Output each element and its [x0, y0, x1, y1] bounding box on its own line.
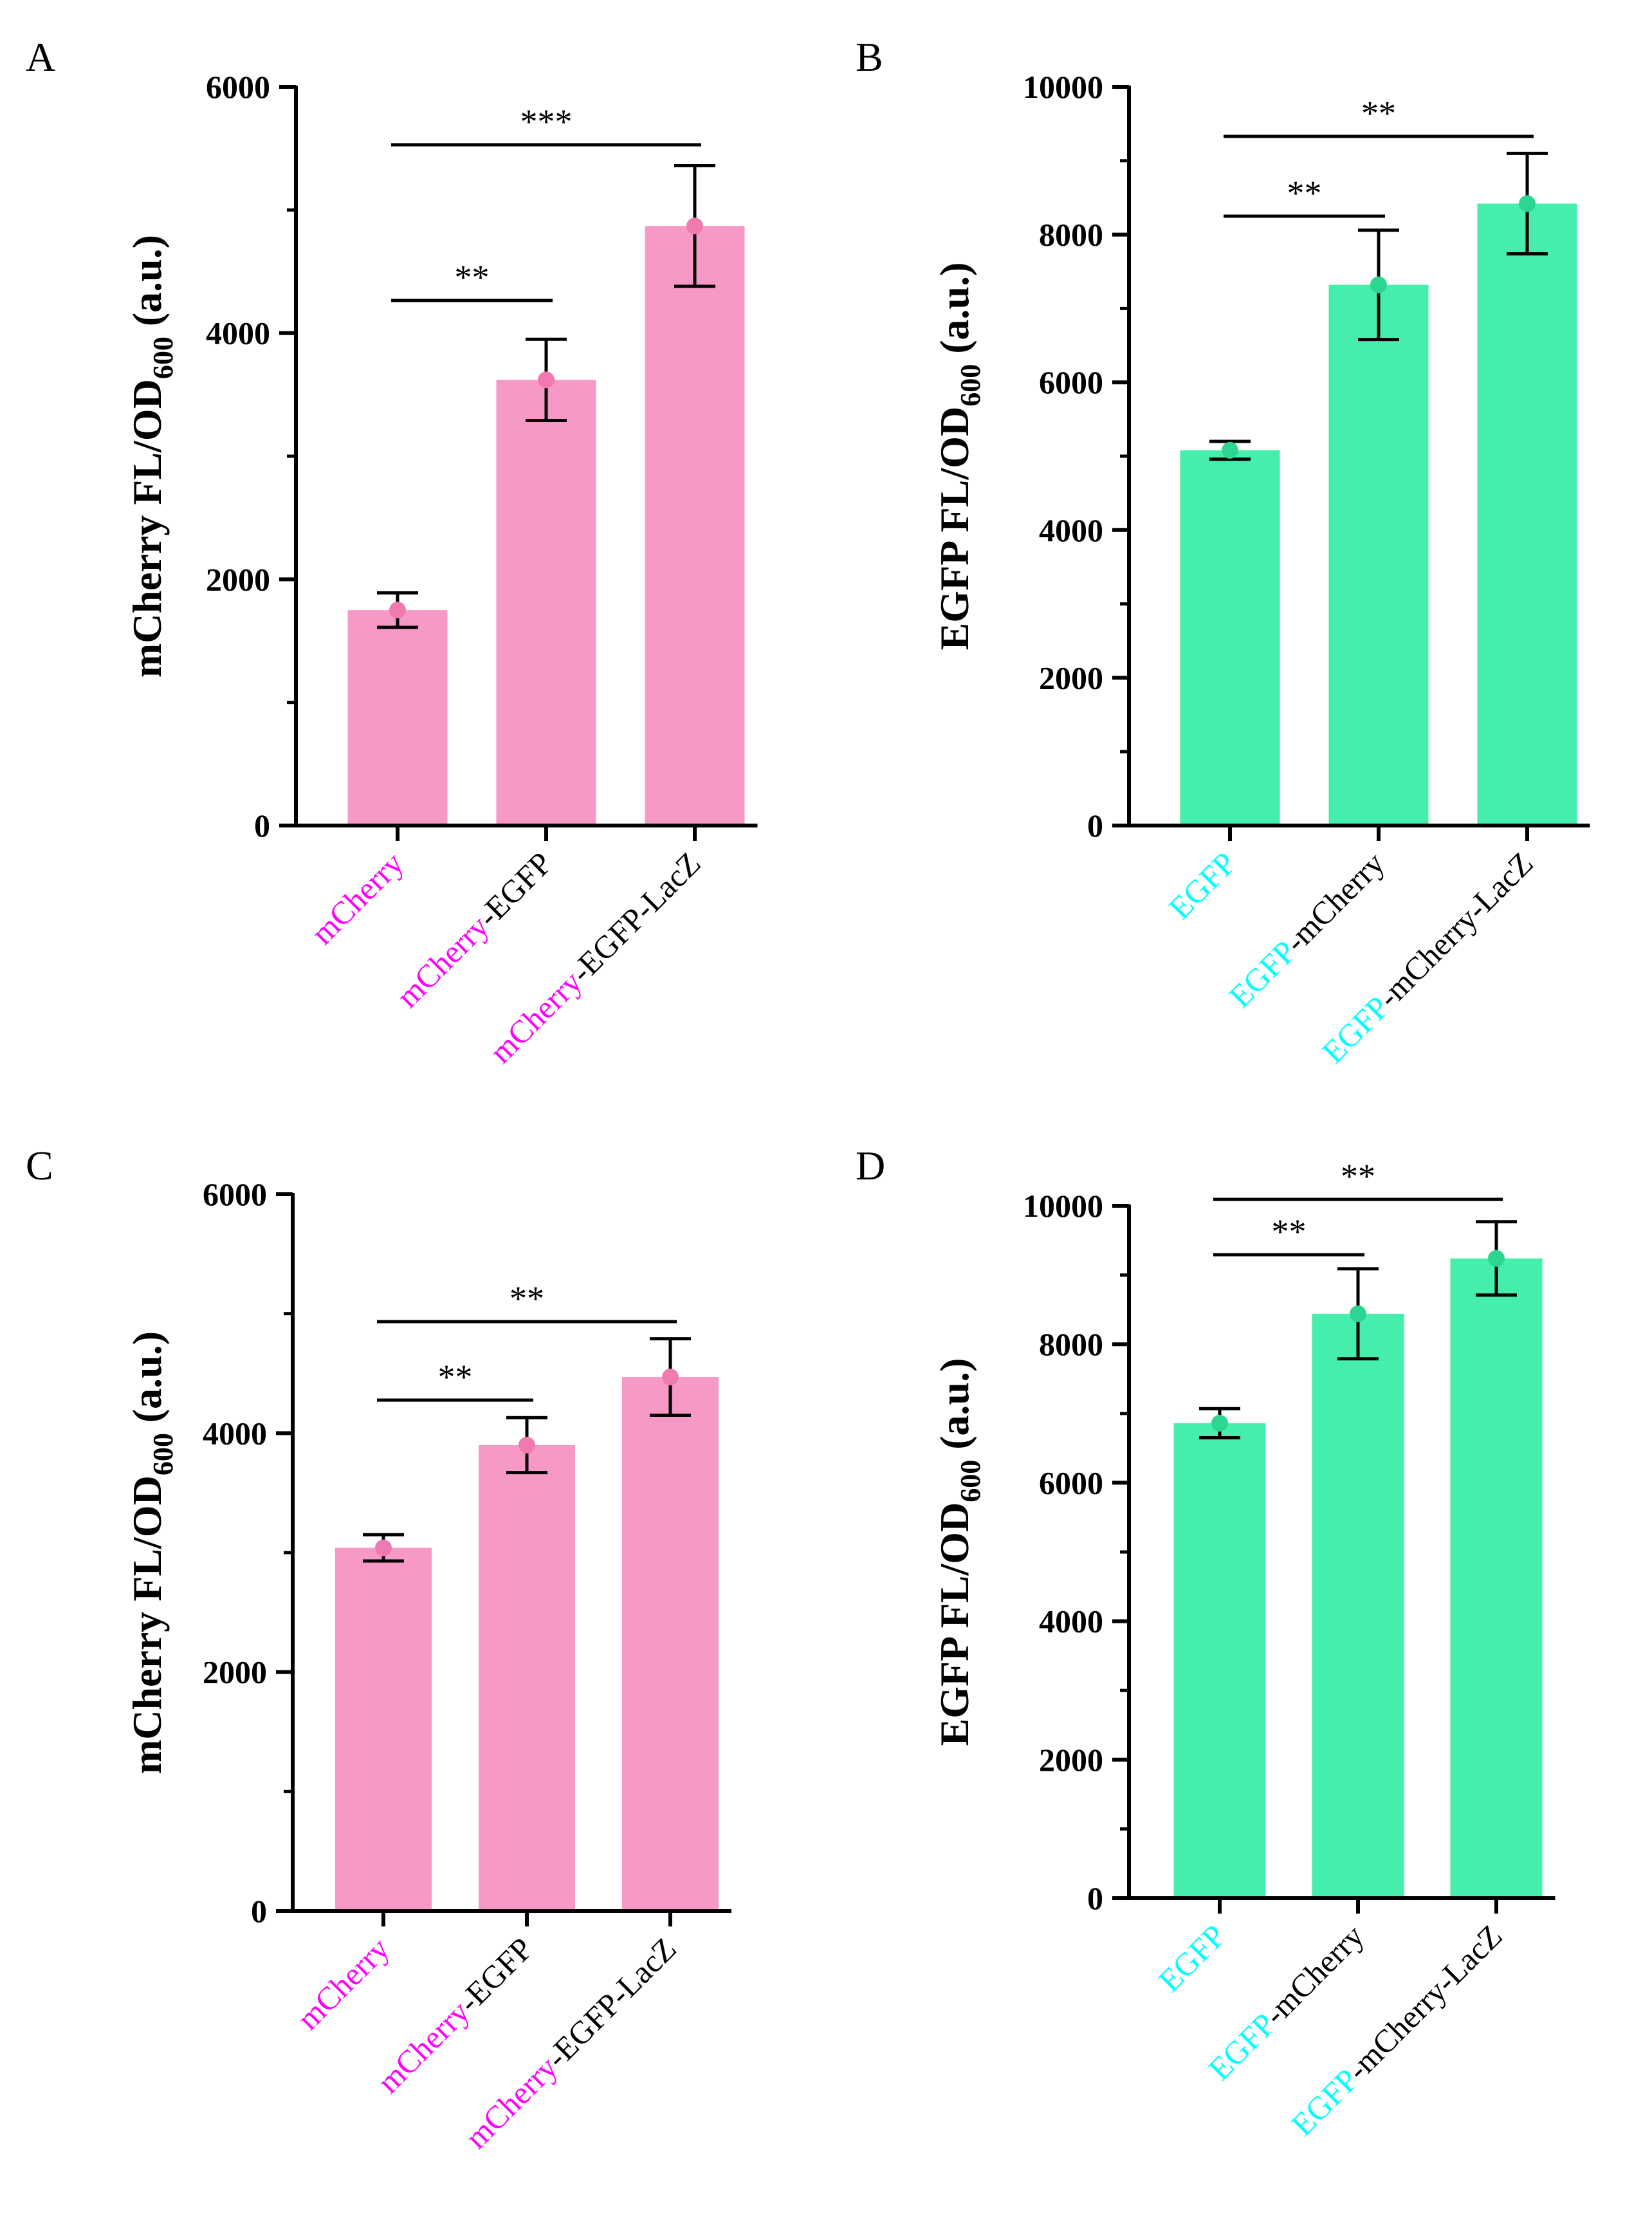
x-category-label-1: mCherry-EGFP — [389, 845, 559, 1015]
bar-0 — [1173, 1423, 1266, 1898]
x-category-label-1: EGFP-mCherry — [1222, 845, 1391, 1015]
data-point-1 — [538, 371, 555, 389]
panel-letter: A — [26, 34, 55, 80]
significance-label-0: ** — [1287, 174, 1322, 212]
x-category-label-0: mCherry — [304, 845, 410, 951]
category-suffix: -EGFP — [451, 1930, 540, 2019]
y-tick-label: 4000 — [203, 1415, 267, 1451]
category-suffix: -mCherry — [1257, 1917, 1371, 2031]
y-tick-label: 8000 — [1039, 217, 1103, 253]
y-tick-label: 2000 — [206, 561, 270, 597]
panel-c: C0200040006000mCherrymCherry-EGFPmCherry… — [26, 1143, 731, 2156]
data-point-1 — [1350, 1305, 1366, 1322]
category-suffix: -EGFP-LacZ — [539, 1930, 683, 2074]
bar-2 — [1450, 1258, 1543, 1898]
y-axis-title-main: EGFP FL/OD — [932, 1502, 977, 1746]
category-highlight: mCherry — [370, 1993, 476, 2100]
y-axis-title: EGFP FL/OD600 (a.u.) — [932, 263, 986, 651]
y-tick-label: 6000 — [203, 1176, 267, 1212]
y-tick-label: 2000 — [1039, 1742, 1103, 1778]
y-axis-title-suffix: (a.u.) — [932, 1358, 977, 1460]
category-highlight: EGFP — [1162, 845, 1243, 926]
data-point-0 — [389, 602, 406, 619]
data-point-2 — [686, 217, 703, 235]
category-highlight: EGFP — [1152, 1917, 1233, 1999]
y-tick-label: 0 — [254, 808, 270, 844]
category-suffix: -EGFP-LacZ — [564, 845, 708, 989]
significance-label-0: ** — [1272, 1212, 1307, 1251]
y-axis-title-suffix: (a.u.) — [932, 263, 977, 364]
data-point-2 — [1519, 195, 1536, 212]
y-tick-label: 0 — [251, 1893, 267, 1929]
bar-0 — [1180, 450, 1280, 826]
y-axis-title: mCherry FL/OD600 (a.u.) — [124, 1331, 179, 1774]
category-suffix: -EGFP — [470, 845, 559, 934]
data-point-1 — [1370, 276, 1387, 293]
bar-1 — [496, 380, 596, 826]
y-axis-title-main: mCherry FL/OD — [124, 1475, 170, 1774]
bar-2 — [622, 1377, 719, 1911]
bar-2 — [1477, 203, 1577, 826]
y-tick-label: 4000 — [206, 315, 270, 351]
panel-letter: B — [856, 34, 883, 80]
significance-label-0: ** — [455, 258, 490, 297]
y-tick-label: 0 — [1087, 1880, 1103, 1916]
data-point-2 — [1488, 1250, 1505, 1267]
y-axis-title-subscript: 600 — [147, 337, 179, 379]
bar-1 — [1312, 1313, 1404, 1898]
significance-label-1: ** — [1341, 1157, 1375, 1196]
y-tick-label: 8000 — [1039, 1326, 1103, 1362]
y-tick-label: 4000 — [1039, 1603, 1103, 1639]
y-tick-label: 6000 — [1039, 1464, 1103, 1500]
category-highlight: mCherry — [482, 964, 589, 1070]
category-suffix: -mCherry-LacZ — [1370, 845, 1539, 1014]
y-tick-label: 0 — [1087, 808, 1103, 844]
y-axis-title: EGFP FL/OD600 (a.u.) — [932, 1358, 986, 1746]
significance-label-1: *** — [520, 102, 573, 141]
y-axis-title-suffix: (a.u.) — [124, 235, 170, 337]
y-tick-label: 6000 — [206, 69, 270, 105]
y-tick-label: 10000 — [1023, 1188, 1103, 1224]
data-point-1 — [519, 1436, 535, 1454]
panel-a: A0200040006000mCherrymCherry-EGFPmCherry… — [26, 34, 758, 1070]
y-axis-title-subscript: 600 — [955, 364, 986, 407]
significance-label-1: ** — [1361, 94, 1396, 133]
category-highlight: mCherry — [458, 2049, 564, 2156]
data-point-0 — [375, 1539, 392, 1556]
y-axis-title-main: EGFP FL/OD — [932, 407, 977, 651]
bar-1 — [479, 1445, 575, 1911]
bar-0 — [335, 1547, 432, 1911]
y-tick-label: 10000 — [1023, 69, 1103, 105]
x-category-label-0: mCherry — [290, 1930, 396, 2036]
category-suffix: -mCherry — [1278, 845, 1391, 959]
bar-0 — [347, 610, 448, 826]
data-point-0 — [1211, 1414, 1228, 1432]
category-highlight: mCherry — [304, 845, 410, 951]
category-highlight: mCherry — [389, 908, 495, 1014]
data-point-0 — [1222, 441, 1238, 459]
significance-label-0: ** — [438, 1358, 473, 1396]
bar-2 — [645, 226, 745, 826]
data-point-2 — [662, 1369, 679, 1386]
y-tick-label: 2000 — [203, 1654, 267, 1690]
panel-letter: D — [856, 1143, 885, 1188]
x-category-label-0: EGFP — [1162, 845, 1243, 926]
bar-1 — [1328, 284, 1429, 826]
panel-d: D0200040006000800010000EGFPEGFP-mCherryE… — [856, 1143, 1556, 2143]
y-tick-label: 2000 — [1039, 660, 1103, 696]
y-axis-title-main: mCherry FL/OD — [124, 379, 170, 678]
significance-label-1: ** — [509, 1279, 544, 1318]
y-axis-title-suffix: (a.u.) — [124, 1331, 170, 1433]
category-highlight: mCherry — [290, 1930, 396, 2036]
y-axis-title: mCherry FL/OD600 (a.u.) — [124, 235, 179, 678]
y-axis-title-subscript: 600 — [147, 1433, 179, 1475]
y-tick-label: 6000 — [1039, 364, 1103, 400]
x-category-label-0: EGFP — [1152, 1917, 1233, 1999]
y-axis-title-subscript: 600 — [955, 1460, 986, 1502]
panel-letter: C — [26, 1143, 53, 1188]
y-tick-label: 4000 — [1039, 512, 1103, 548]
